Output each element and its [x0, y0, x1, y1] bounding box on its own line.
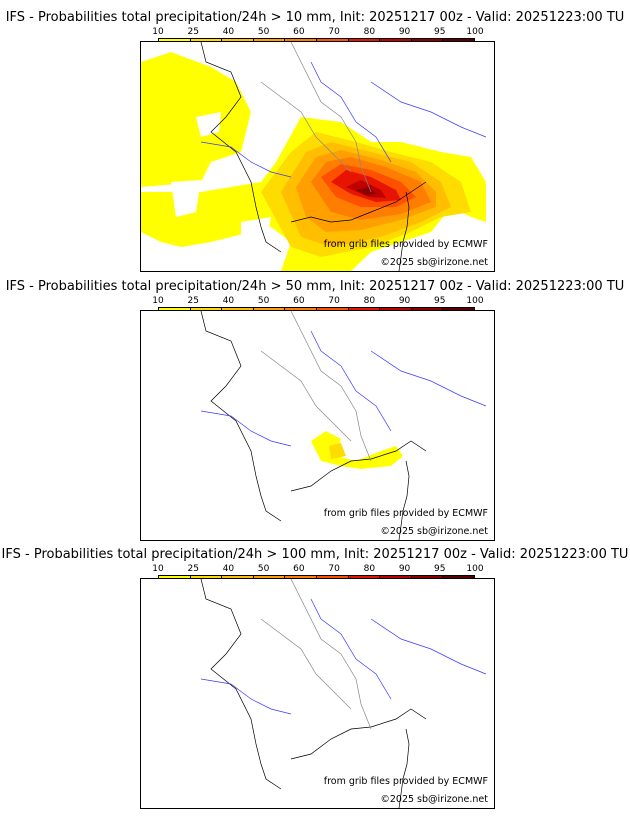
map-svg — [200, 311, 487, 540]
panel-title: IFS - Probabilities total precipitation/… — [1, 547, 629, 562]
coastline — [290, 440, 427, 492]
probability-field — [311, 431, 403, 469]
data-credit: from grib files provided by ECMWF — [323, 776, 488, 787]
map-svg — [141, 42, 487, 271]
colorbar-tick-label: 70 — [328, 564, 340, 574]
copyright: ©2025 sb@irizone.net — [380, 526, 488, 537]
dry-area — [171, 180, 201, 217]
colorbar-tick-label: 25 — [187, 296, 199, 306]
river — [370, 618, 487, 675]
river — [200, 141, 292, 178]
border — [290, 42, 372, 193]
probability-field — [141, 52, 486, 271]
river — [370, 81, 487, 138]
map-lines — [200, 579, 487, 808]
coastline — [398, 460, 410, 540]
colorbar-tick-label: 90 — [398, 564, 411, 574]
colorbar-ticks: 10 25 40 50 60 70 80 90 95 100 — [152, 27, 483, 37]
panel-title: IFS - Probabilities total precipitation/… — [5, 279, 625, 294]
prob-area-10 — [141, 52, 251, 187]
river — [200, 410, 292, 447]
colorbar-tick-label: 50 — [257, 27, 270, 37]
colorbar-tick-label: 100 — [466, 27, 484, 37]
colorbar-tick-label: 100 — [466, 564, 484, 574]
colorbar-tick-label: 10 — [152, 564, 164, 574]
map-lines — [200, 42, 487, 271]
map-frame: from grib files provided by ECMWF ©2025 … — [140, 310, 495, 541]
coastline — [290, 181, 427, 223]
colorbar-tick-label: 100 — [466, 296, 484, 306]
colorbar-tick-label: 80 — [363, 296, 376, 306]
colorbar-tick-label: 50 — [257, 296, 270, 306]
coastline — [290, 708, 427, 760]
data-credit: from grib files provided by ECMWF — [323, 508, 488, 519]
colorbar-tick-label: 40 — [222, 27, 235, 37]
river — [310, 61, 392, 163]
colorbar-tick-label: 40 — [222, 564, 235, 574]
prob-area-95 — [356, 187, 377, 195]
colorbar-tick-label: 10 — [152, 296, 164, 306]
coastline — [200, 42, 282, 253]
colorbar-tick-label: 25 — [187, 27, 199, 37]
border — [290, 579, 372, 730]
map-frame: from grib files provided by ECMWF ©2025 … — [140, 578, 495, 809]
river — [310, 598, 392, 700]
prob-area-25 — [329, 443, 346, 459]
map-svg — [200, 579, 487, 808]
river — [370, 350, 487, 407]
colorbar-tick-label: 60 — [293, 564, 305, 574]
colorbar-tick-label: 95 — [434, 27, 446, 37]
panel-title: IFS - Probabilities total precipitation/… — [5, 10, 625, 25]
copyright: ©2025 sb@irizone.net — [380, 257, 488, 268]
colorbar-tick-label: 70 — [328, 296, 340, 306]
colorbar-tick-label: 95 — [434, 564, 446, 574]
colorbar-tick-label: 90 — [398, 296, 411, 306]
colorbar-tick-label: 80 — [363, 564, 376, 574]
coastline — [398, 191, 410, 271]
colorbar-tick-label: 25 — [187, 564, 199, 574]
prob-area-10 — [311, 431, 403, 469]
border — [260, 350, 352, 442]
coastline — [200, 311, 282, 522]
map-frame: from grib files provided by ECMWF ©2025 … — [140, 41, 495, 272]
colorbar-ticks: 10 25 40 50 60 70 80 90 95 100 — [152, 564, 483, 574]
colorbar-tick-label: 70 — [328, 27, 340, 37]
border — [290, 311, 372, 462]
river — [200, 678, 292, 715]
data-credit: from grib files provided by ECMWF — [323, 239, 488, 250]
river — [310, 330, 392, 432]
colorbar-tick-label: 90 — [398, 27, 411, 37]
colorbar-tick-label: 80 — [363, 27, 376, 37]
dry-area — [241, 217, 271, 247]
colorbar-ticks: 10 25 40 50 60 70 80 90 95 100 — [152, 296, 483, 306]
colorbar-tick-label: 10 — [152, 27, 164, 37]
coastline — [398, 728, 410, 808]
colorbar-tick-label: 50 — [257, 564, 270, 574]
map-lines — [200, 311, 487, 540]
colorbar-tick-label: 95 — [434, 296, 446, 306]
border — [260, 81, 352, 173]
copyright: ©2025 sb@irizone.net — [380, 794, 488, 805]
dry-area — [196, 112, 221, 137]
colorbar-tick-label: 60 — [293, 27, 305, 37]
coastline — [200, 579, 282, 790]
border — [260, 618, 352, 710]
colorbar-tick-label: 60 — [293, 296, 305, 306]
colorbar-tick-label: 40 — [222, 296, 235, 306]
